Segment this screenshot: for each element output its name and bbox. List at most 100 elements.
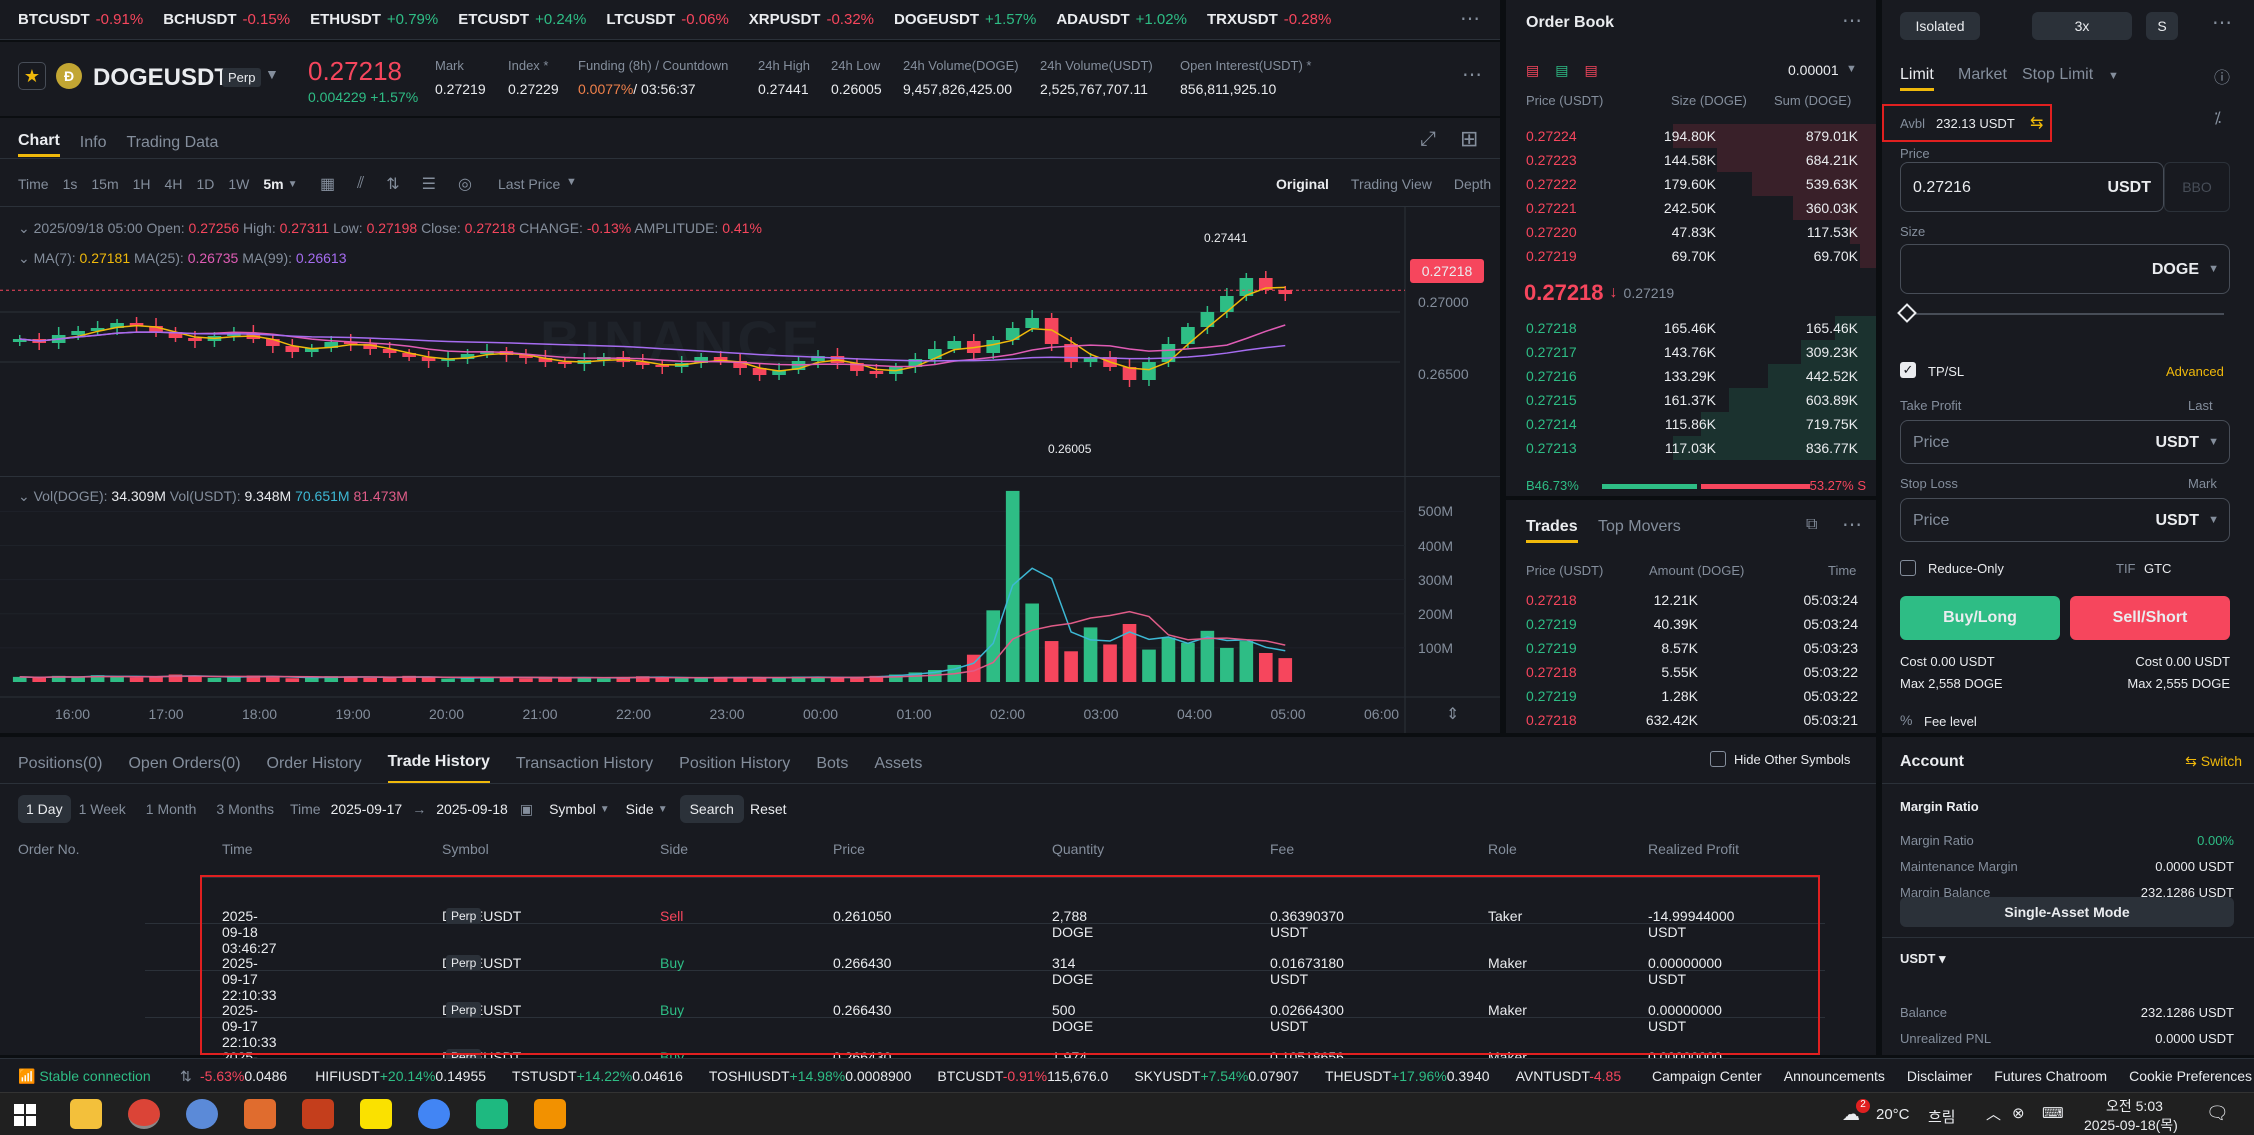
sell-short-button[interactable]: Sell/Short [2070,596,2230,640]
tab-market[interactable]: Market [1958,66,2007,83]
interval-time[interactable]: Time [18,176,49,192]
view-depth[interactable]: Depth [1453,176,1492,192]
chrome-icon[interactable] [418,1099,450,1129]
asset-select[interactable]: USDT ▾ [1900,951,1946,966]
tab-limit[interactable]: Limit [1900,66,1934,91]
calendar-icon[interactable]: ▣ [519,800,534,817]
asset-mode-button[interactable]: Single-Asset Mode [1900,897,2234,927]
position-mode-button[interactable]: S [2146,12,2178,40]
interval-15m[interactable]: 15m [91,176,119,192]
bbo-button[interactable]: BBO [2164,162,2230,212]
symbol-name[interactable]: DOGEUSDT [93,64,230,91]
status-ticker-item[interactable]: BTCUSDT-0.91%115,676.0 [937,1068,1109,1084]
bid-row[interactable]: 0.27215 161.37K 603.89K [1506,388,1876,412]
filter-1-month[interactable]: 1 Month [145,801,197,817]
fee-level-link[interactable]: Fee level [1924,714,1977,729]
stop-loss-input[interactable]: Price USDT ▼ [1900,498,2230,542]
popout-icon[interactable]: ⧉ [1806,516,1818,533]
asks-view-icon[interactable]: ▤ [1584,62,1598,78]
ask-row[interactable]: 0.27219 69.70K 69.70K [1506,244,1876,268]
target-icon[interactable]: ◎ [458,176,472,193]
view-trading-view[interactable]: Trading View [1350,176,1432,192]
tab-trades[interactable]: Trades [1526,518,1578,543]
bid-row[interactable]: 0.27217 143.76K 309.23K [1506,340,1876,364]
tp-type-select[interactable]: Last [2188,398,2213,413]
tab-top-movers[interactable]: Top Movers [1598,518,1681,535]
keyboard-icon[interactable]: ⌨ [2042,1105,2064,1122]
tab-bots[interactable]: Bots [816,754,849,772]
tab-trade-history[interactable]: Trade History [387,753,490,784]
footer-link[interactable]: Disclaimer [1906,1068,1973,1084]
more-icon[interactable]: ⋯ [1460,8,1480,30]
powerpoint-icon[interactable] [302,1099,334,1129]
interval-1h[interactable]: 1H [132,176,151,192]
chevron-down-icon[interactable]: ▼ [265,66,279,82]
more-icon[interactable]: ⋯ [1462,64,1482,86]
transfer-icon[interactable]: ⇆ [2030,115,2044,132]
tab-trading-data[interactable]: Trading Data [126,133,219,151]
more-icon[interactable]: ⋯ [1842,10,1862,32]
layout-icon[interactable]: ⊞ [1460,126,1479,151]
tab-open-orders-[interactable]: Open Orders(0) [128,754,241,772]
status-ticker-item[interactable]: TOSHIUSDT+14.98%0.0008900 [708,1068,912,1084]
tab-stop-limit[interactable]: Stop Limit [2022,66,2094,83]
reset-button[interactable]: Reset [749,801,787,817]
size-input[interactable]: DOGE ▼ [1900,244,2230,294]
compare-icon[interactable]: ⇅ [386,176,400,193]
ask-row[interactable]: 0.27221 242.50K 360.03K [1506,196,1876,220]
ticker-item[interactable]: ADAUSDT +1.02% [1056,11,1187,28]
ticker-item[interactable]: BCHUSDT -0.15% [163,11,291,28]
view-original[interactable]: Original [1276,176,1329,192]
side-filter[interactable]: Side [625,801,654,817]
tpsl-checkbox[interactable]: ✓ [1900,362,1916,378]
settings-icon[interactable]: ☰ [421,176,437,193]
ticker-item[interactable]: LTCUSDT -0.06% [606,11,729,28]
search-button[interactable]: Search [679,795,744,823]
tab-order-history[interactable]: Order History [266,754,362,772]
ask-row[interactable]: 0.27224 194.80K 879.01K [1506,124,1876,148]
candle-type-icon[interactable]: ▦ [320,176,336,193]
ticker-item[interactable]: BTCUSDT -0.91% [18,11,144,28]
ask-row[interactable]: 0.27220 47.83K 117.53K [1506,220,1876,244]
footer-link[interactable]: Announcements [1783,1068,1885,1084]
more-icon[interactable]: ⋯ [2212,12,2232,34]
weather-icon[interactable]: ☁ [1842,1104,1860,1124]
expand-icon[interactable]: ⤢ [1420,128,1436,150]
file-explorer-icon[interactable] [70,1099,102,1129]
sublime-icon[interactable] [534,1099,566,1129]
price-input[interactable]: 0.27216 USDT [1900,162,2164,212]
reduce-only-checkbox[interactable] [1900,560,1916,576]
tab-info[interactable]: Info [79,133,107,151]
app-icon[interactable] [476,1099,508,1129]
favorite-star-icon[interactable]: ★ [18,62,46,90]
filter-3-months[interactable]: 3 Months [216,801,274,817]
notification-icon[interactable]: 🗨 [2206,1103,2229,1123]
ticker-item[interactable]: XRPUSDT -0.32% [748,11,874,28]
status-ticker-item[interactable]: SKYUSDT+7.54%0.07907 [1134,1068,1299,1084]
chevron-up-icon[interactable]: ︿ [1986,1106,2002,1123]
bid-row[interactable]: 0.27216 133.29K 442.52K [1506,364,1876,388]
price-type-select[interactable]: Last Price [498,176,561,192]
size-slider[interactable] [1906,313,2224,315]
tab-position-history[interactable]: Position History [679,754,791,772]
status-ticker-item[interactable]: TSTUSDT+14.22%0.04616 [512,1068,683,1084]
interval-1d[interactable]: 1D [196,176,215,192]
ticker-item[interactable]: ETCUSDT +0.24% [458,11,587,28]
ticker-item[interactable]: DOGEUSDT +1.57% [894,11,1037,28]
indicator-icon[interactable]: ⫽ [357,175,365,192]
chrome-icon[interactable] [128,1099,160,1129]
kakaotalk-icon[interactable] [360,1099,392,1129]
candlestick-chart[interactable] [0,207,1500,733]
footer-link[interactable]: Cookie Preferences [2129,1068,2253,1084]
bid-row[interactable]: 0.27213 117.03K 836.77K [1506,436,1876,460]
footer-link[interactable]: Campaign Center [1652,1068,1762,1084]
leverage-button[interactable]: 3x [2032,12,2132,40]
scale-icon[interactable]: ⇕ [1446,706,1460,723]
app-icon[interactable] [186,1099,218,1129]
tab-transaction-history[interactable]: Transaction History [515,754,654,772]
clock-time[interactable]: 오전 5:03 [2106,1098,2163,1114]
hide-symbols-checkbox[interactable] [1710,751,1726,767]
tab-assets[interactable]: Assets [874,754,923,772]
